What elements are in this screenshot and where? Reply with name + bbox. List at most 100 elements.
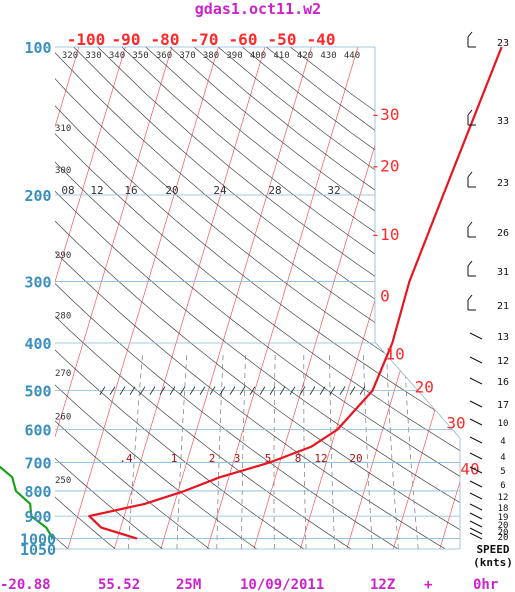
theta-top-label: 330	[85, 51, 101, 61]
dry-adiabat-line	[55, 47, 116, 549]
mixing-ratio-line	[216, 353, 224, 549]
sounding-profiles	[0, 46, 503, 540]
footer-plus: +	[424, 577, 432, 592]
dry-adiabat-line	[121, 47, 460, 549]
footer-date: 10/09/2011	[240, 577, 324, 592]
wind-barb-flag	[467, 260, 473, 267]
wind-speed-label: 4	[500, 453, 505, 463]
isotherm-line	[0, 47, 32, 549]
dry-adiabat-line	[55, 47, 460, 549]
dry-adiabat-line	[55, 47, 460, 549]
theta-top-label: 440	[344, 51, 360, 61]
wind-speed-label: 17	[497, 400, 509, 411]
dry-adiabat-line	[55, 47, 210, 549]
pressure-label: 800	[24, 483, 51, 501]
wind-barb-staff	[469, 332, 483, 340]
boundary-slant	[374, 341, 461, 439]
wind-barb-staff	[469, 418, 483, 426]
mixing-ratio-line	[386, 353, 399, 549]
theta-left-label: 300	[55, 166, 71, 176]
temperature-top-label: -60	[229, 30, 258, 49]
hatch-mark	[359, 386, 366, 395]
mixing-ratio-upper-label: 24	[213, 184, 227, 197]
theta-top-label: 350	[132, 51, 148, 61]
pressure-label: 600	[24, 422, 51, 440]
temperature-right-label: -20	[371, 156, 400, 175]
footer-forecast: 0hr	[473, 577, 498, 592]
pressure-label: 200	[24, 187, 51, 205]
theta-top-label: 320	[62, 51, 78, 61]
dry-adiabat-line	[55, 47, 69, 549]
isotherm-lines	[0, 47, 460, 549]
pressure-label: 300	[24, 274, 51, 292]
wind-barb-staff	[469, 532, 483, 540]
mixing-ratio-upper-label: 20	[165, 184, 178, 197]
dry-adiabat-line	[55, 47, 460, 549]
hatch-mark	[269, 386, 276, 395]
temperature-right-label: 20	[415, 377, 434, 396]
dry-adiabat-line	[55, 47, 460, 549]
wind-speed-label: 4	[500, 437, 505, 447]
dry-adiabat-line	[55, 47, 460, 549]
theta-left-label: 280	[55, 312, 71, 322]
mixing-ratio-line	[303, 353, 307, 549]
isotherm-line	[113, 47, 266, 549]
isotherm-line	[206, 47, 359, 549]
dry-adiabat-line	[55, 47, 305, 549]
mixing-ratio-line	[127, 353, 143, 549]
theta-top-label: 430	[320, 51, 336, 61]
temperature-top-label: -90	[112, 30, 141, 49]
tropopause-hatch	[99, 386, 366, 395]
theta-top-label: 390	[226, 51, 242, 61]
wind-barb-staff	[469, 466, 483, 474]
wind-barb-staff	[469, 452, 483, 460]
mixing-ratio-lower-label: .4	[119, 452, 133, 465]
wind-speed-label: 5	[500, 467, 505, 477]
dry-adiabat-line	[55, 47, 163, 549]
hatch-mark	[339, 386, 346, 395]
mixing-ratio-upper-label: 32	[327, 184, 340, 197]
hatch-mark	[209, 386, 216, 395]
temperature-top-label: -40	[307, 30, 336, 49]
wind-speed-label: 16	[497, 377, 509, 388]
hatch-mark	[279, 386, 286, 395]
isotherm-line	[160, 47, 312, 549]
wind-barbs: 23332326312113121617104456121819202020SP…	[467, 31, 513, 569]
pressure-label: 100	[24, 39, 51, 57]
wind-speed-label: 26	[497, 228, 509, 239]
hatch-mark	[159, 386, 166, 395]
temperature-right-label: -10	[371, 225, 400, 244]
hatch-mark	[219, 386, 226, 395]
wind-barb-staff	[469, 512, 483, 520]
wind-barb-flag	[467, 294, 473, 301]
theta-left-label: 290	[55, 251, 71, 261]
hatch-mark	[109, 386, 116, 395]
pressure-label: 500	[24, 383, 51, 401]
dry-adiabat-line	[55, 47, 258, 549]
temperature-right-label: 0	[380, 286, 390, 305]
dry-adiabat-line	[290, 47, 460, 549]
wind-speed-label: 6	[500, 481, 505, 491]
dry-adiabat-line	[55, 47, 460, 549]
speed-label: SPEED	[476, 543, 509, 556]
theta-left-label: 310	[55, 124, 71, 134]
dry-adiabat-line	[73, 47, 460, 549]
theta-top-label: 410	[273, 51, 289, 61]
wind-barb-flag	[467, 109, 473, 116]
wind-speed-label: 12	[497, 356, 509, 367]
mixing-ratio-line	[363, 353, 373, 549]
pressure-label: 900	[24, 508, 51, 526]
theta-top-label: 370	[179, 51, 195, 61]
temperature-right-label: 40	[460, 459, 479, 478]
temperature-line	[88, 46, 503, 540]
mixing-ratio-upper-label: 12	[90, 184, 103, 197]
wind-speed-label: 12	[498, 493, 509, 503]
hatch-mark	[139, 386, 146, 395]
hatch-mark	[249, 386, 256, 395]
wind-barb-staff	[469, 400, 483, 408]
hatch-mark	[119, 386, 126, 395]
hatch-mark	[179, 386, 186, 395]
footer-hour: 12Z	[370, 577, 395, 592]
temperature-right-label: -30	[371, 105, 400, 124]
axis-labels: 10020030040050060070080090010001050-100-…	[20, 30, 480, 559]
